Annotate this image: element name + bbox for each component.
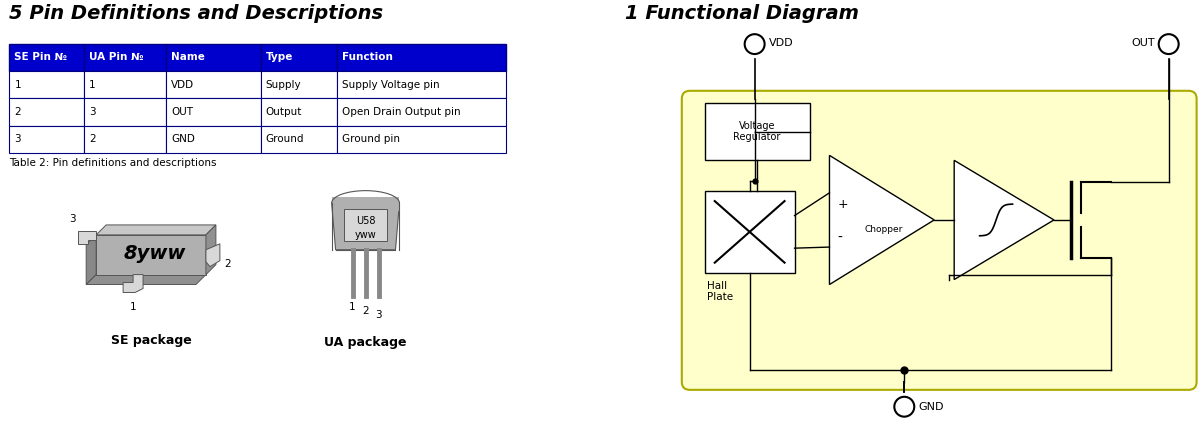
Text: Function: Function [342, 52, 392, 62]
Polygon shape [331, 203, 400, 250]
Polygon shape [86, 275, 206, 284]
Text: Output: Output [265, 107, 302, 117]
FancyBboxPatch shape [260, 44, 337, 71]
Text: VDD: VDD [170, 79, 194, 90]
Polygon shape [78, 231, 96, 244]
Text: -: - [838, 231, 842, 245]
Text: Hall
Plate: Hall Plate [707, 280, 733, 302]
Text: 1: 1 [349, 303, 356, 312]
Text: OUT: OUT [170, 107, 193, 117]
FancyBboxPatch shape [337, 98, 506, 125]
FancyBboxPatch shape [166, 125, 260, 153]
FancyBboxPatch shape [704, 103, 810, 160]
FancyBboxPatch shape [337, 44, 506, 71]
Text: 2: 2 [14, 107, 20, 117]
Polygon shape [86, 235, 96, 284]
FancyBboxPatch shape [337, 71, 506, 98]
Polygon shape [829, 156, 935, 284]
FancyBboxPatch shape [10, 44, 84, 71]
Text: Chopper: Chopper [865, 225, 904, 234]
Text: VDD: VDD [769, 38, 793, 48]
Polygon shape [96, 225, 216, 235]
Text: 8yww: 8yww [124, 244, 186, 263]
Text: 1: 1 [89, 79, 96, 90]
Text: UA package: UA package [324, 336, 407, 349]
FancyBboxPatch shape [682, 91, 1196, 390]
FancyBboxPatch shape [260, 125, 337, 153]
Text: 3: 3 [89, 107, 96, 117]
Text: SE Pin №: SE Pin № [14, 52, 67, 62]
Text: 1: 1 [14, 79, 20, 90]
Text: 2: 2 [362, 306, 368, 316]
Text: 1: 1 [130, 303, 137, 312]
Text: 3: 3 [376, 310, 382, 320]
FancyBboxPatch shape [166, 71, 260, 98]
Circle shape [1159, 34, 1178, 54]
FancyBboxPatch shape [10, 125, 84, 153]
FancyBboxPatch shape [260, 98, 337, 125]
Text: OUT: OUT [1132, 38, 1154, 48]
Text: Open Drain Output pin: Open Drain Output pin [342, 107, 461, 117]
FancyBboxPatch shape [84, 125, 166, 153]
FancyBboxPatch shape [337, 125, 506, 153]
FancyBboxPatch shape [84, 71, 166, 98]
Polygon shape [124, 275, 143, 292]
Text: Name: Name [170, 52, 205, 62]
Text: 3: 3 [14, 134, 20, 144]
Circle shape [745, 34, 764, 54]
Polygon shape [954, 160, 1054, 280]
FancyBboxPatch shape [10, 98, 84, 125]
Polygon shape [206, 244, 220, 266]
Text: Supply Voltage pin: Supply Voltage pin [342, 79, 439, 90]
Text: UA Pin №: UA Pin № [89, 52, 144, 62]
FancyBboxPatch shape [10, 71, 84, 98]
Text: Ground: Ground [265, 134, 305, 144]
FancyBboxPatch shape [166, 44, 260, 71]
Text: U58: U58 [355, 216, 376, 226]
Text: 1 Functional Diagram: 1 Functional Diagram [625, 4, 859, 23]
Text: yww: yww [355, 230, 377, 240]
FancyBboxPatch shape [84, 44, 166, 71]
FancyBboxPatch shape [84, 98, 166, 125]
Text: 2: 2 [89, 134, 96, 144]
Text: 3: 3 [68, 214, 76, 224]
Text: Supply: Supply [265, 79, 301, 90]
FancyBboxPatch shape [260, 71, 337, 98]
Text: GND: GND [170, 134, 194, 144]
Text: Type: Type [265, 52, 293, 62]
FancyBboxPatch shape [331, 197, 400, 211]
Circle shape [894, 397, 914, 416]
Text: GND: GND [918, 402, 943, 412]
FancyBboxPatch shape [704, 191, 794, 272]
FancyBboxPatch shape [343, 209, 388, 241]
Text: +: + [838, 198, 848, 210]
Text: Table 2: Pin definitions and descriptions: Table 2: Pin definitions and description… [10, 158, 217, 168]
Text: Ground pin: Ground pin [342, 134, 400, 144]
FancyBboxPatch shape [166, 98, 260, 125]
Text: Voltage
Regulator: Voltage Regulator [733, 121, 781, 142]
Text: SE package: SE package [110, 334, 192, 347]
Text: 2: 2 [224, 259, 232, 269]
Polygon shape [96, 235, 206, 275]
Polygon shape [206, 225, 216, 275]
Text: 5 Pin Definitions and Descriptions: 5 Pin Definitions and Descriptions [10, 4, 384, 23]
